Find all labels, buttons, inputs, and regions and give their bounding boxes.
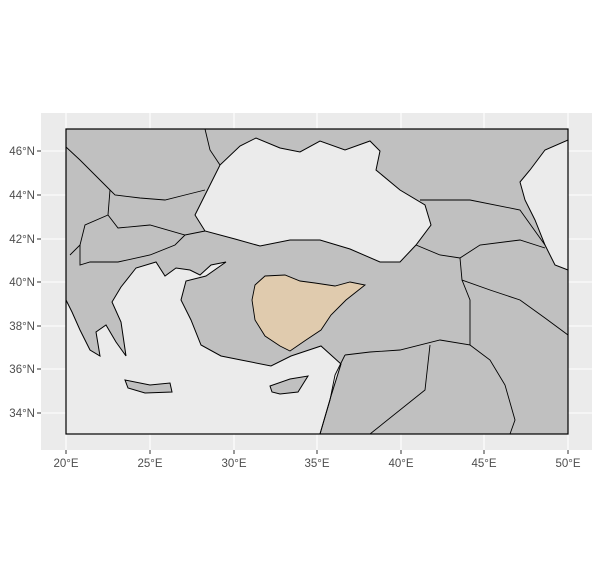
x-tick-label: 45°E xyxy=(471,458,496,470)
y-tick-label: 46°N xyxy=(9,146,35,158)
y-tick-label: 36°N xyxy=(9,364,35,376)
x-tick-label: 20°E xyxy=(53,458,78,470)
caspian-sea xyxy=(519,139,569,271)
x-tick-label: 40°E xyxy=(388,458,413,470)
cyprus xyxy=(269,375,310,395)
x-tick-label: 35°E xyxy=(304,458,329,470)
map-extent-border xyxy=(65,128,569,435)
crete xyxy=(124,379,173,394)
y-tick-label: 34°N xyxy=(9,408,35,420)
x-tick-label: 25°E xyxy=(137,458,162,470)
y-tick-label: 38°N xyxy=(9,321,35,333)
country-borders xyxy=(65,128,569,435)
x-tick-label: 30°E xyxy=(221,458,246,470)
y-tick-label: 42°N xyxy=(9,234,35,246)
x-tick-label: 50°E xyxy=(555,458,580,470)
y-tick-label: 44°N xyxy=(9,190,35,202)
highlighted-region-central-anatolia xyxy=(251,274,367,352)
y-tick-label: 40°N xyxy=(9,277,35,289)
black-sea xyxy=(194,137,432,263)
axes: 20°E 25°E 30°E 35°E 40°E 45°E 50°E 46°N 44°N 42°N… xyxy=(9,146,581,470)
